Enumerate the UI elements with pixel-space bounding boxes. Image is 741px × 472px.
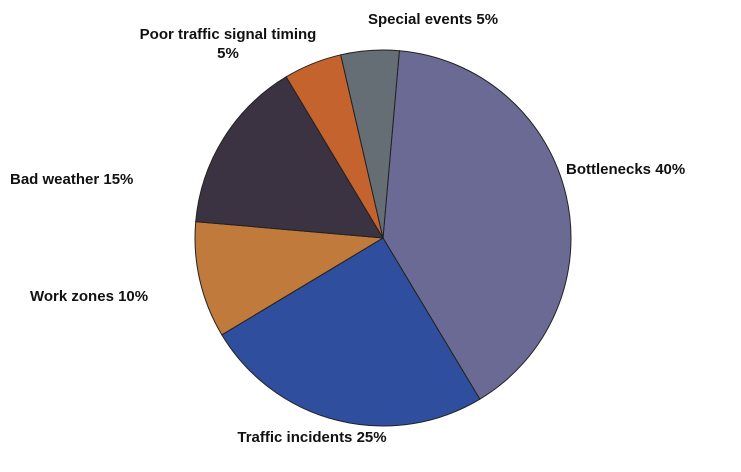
slice-label: Traffic incidents 25% — [222, 428, 402, 447]
value-label: 15% — [103, 171, 134, 188]
category-name: Poor traffic signal timing — [139, 26, 317, 43]
value-label: 5% — [476, 11, 499, 28]
category-name: Work zones — [30, 288, 114, 305]
slice-label: Poor traffic signal timing 5% — [128, 25, 328, 63]
value-label: 10% — [118, 288, 149, 305]
value-label: 40% — [655, 161, 686, 178]
slice-label: Bad weather 15% — [10, 170, 200, 189]
slice-label: Bottlenecks 40% — [566, 160, 741, 179]
category-name: Bottlenecks — [566, 161, 652, 178]
slice-label: Work zones 10% — [30, 287, 200, 306]
value-label: 25% — [356, 429, 387, 446]
pie-slice — [195, 76, 384, 239]
pie-slice — [340, 49, 400, 239]
category-name: Special events — [368, 11, 473, 28]
pie-slice — [382, 50, 572, 400]
category-name: Traffic incidents — [237, 429, 353, 446]
pie-slice — [194, 221, 385, 336]
category-name: Bad weather — [10, 171, 100, 188]
slice-label: Special events 5% — [368, 10, 568, 29]
pie-slice — [221, 237, 481, 427]
value-label: 5% — [217, 45, 239, 62]
